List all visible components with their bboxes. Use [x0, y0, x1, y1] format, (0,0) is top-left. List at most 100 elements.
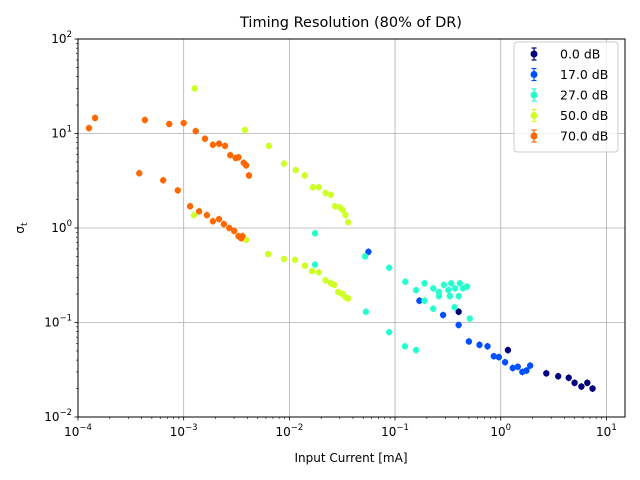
- x-tick-label: 100: [490, 423, 511, 439]
- y-axis-label-subscript: t: [20, 222, 30, 226]
- data-point: [221, 142, 229, 150]
- data-point: [412, 346, 420, 354]
- series-70-0-db: [85, 114, 253, 242]
- data-point: [141, 116, 149, 124]
- legend-item: 27.0 dB: [530, 88, 608, 103]
- data-point: [230, 227, 238, 235]
- data-point: [209, 141, 217, 148]
- data-point: [455, 292, 462, 300]
- data-point: [327, 191, 335, 198]
- data-point: [421, 280, 428, 287]
- data-point: [331, 281, 338, 289]
- y-axis-label-main: σ: [13, 226, 27, 234]
- tick-base: 10: [51, 221, 66, 235]
- data-point: [578, 383, 585, 390]
- data-point: [235, 154, 242, 161]
- data-point: [430, 285, 437, 292]
- legend: 0.0 dB 17.0 dB 27.0 dB 50.0 dB 70.0 dB: [513, 41, 619, 153]
- y-tick-label: 100: [51, 219, 72, 235]
- tick-base: 10: [275, 425, 290, 439]
- data-point: [365, 248, 372, 255]
- data-point: [555, 373, 562, 380]
- data-point: [311, 261, 319, 268]
- y-tick-label: 10−1: [44, 314, 72, 330]
- data-point: [385, 328, 393, 336]
- data-point: [421, 297, 428, 304]
- x-tick-label: 10−2: [275, 423, 303, 439]
- data-points: [85, 84, 596, 393]
- data-point: [191, 85, 198, 92]
- data-point: [315, 184, 323, 191]
- data-point: [215, 140, 223, 147]
- data-point: [446, 292, 454, 300]
- tick-base: 10: [51, 32, 66, 46]
- data-point: [180, 119, 187, 127]
- legend-label: 70.0 dB: [560, 129, 608, 144]
- tick-exponent: −2: [59, 408, 72, 418]
- data-point: [309, 184, 317, 191]
- tick-exponent: −1: [396, 423, 409, 433]
- data-point: [91, 114, 99, 122]
- legend-label: 27.0 dB: [560, 88, 608, 103]
- data-point: [523, 367, 530, 374]
- y-tick-label: 101: [51, 125, 72, 141]
- legend-item: 17.0 dB: [530, 67, 608, 82]
- data-point: [565, 374, 572, 381]
- data-point: [589, 385, 596, 392]
- data-point: [445, 286, 452, 294]
- data-point: [166, 120, 173, 128]
- data-point: [361, 253, 369, 260]
- data-point: [430, 305, 437, 312]
- data-point: [292, 166, 299, 174]
- tick-exponent: −1: [59, 314, 72, 324]
- legend-marker-icon: [530, 50, 538, 58]
- data-point: [501, 359, 509, 366]
- legend-label: 50.0 dB: [560, 108, 608, 123]
- data-point: [195, 208, 203, 215]
- data-point: [331, 203, 339, 210]
- y-tick-label: 102: [51, 30, 72, 46]
- data-point: [484, 343, 491, 350]
- data-point: [342, 211, 349, 219]
- legend-marker-icon: [530, 132, 538, 140]
- data-point: [584, 379, 591, 387]
- data-point: [226, 224, 233, 232]
- data-point: [526, 362, 534, 369]
- data-point: [215, 215, 223, 223]
- data-point: [301, 262, 308, 269]
- data-point: [451, 304, 458, 311]
- legend-marker-icon: [530, 71, 538, 78]
- legend-item: 0.0 dB: [530, 47, 600, 62]
- data-point: [476, 341, 483, 349]
- legend-marker-icon: [530, 91, 538, 99]
- data-point: [85, 124, 93, 132]
- data-point: [456, 280, 463, 287]
- series-17-0-db: [365, 248, 534, 376]
- data-point: [220, 220, 228, 228]
- data-point: [451, 285, 459, 292]
- series-27-0-db: [311, 229, 474, 354]
- data-point: [440, 281, 448, 289]
- data-point: [466, 315, 474, 322]
- data-point: [201, 135, 209, 142]
- data-point: [190, 211, 198, 219]
- data-point: [465, 338, 473, 345]
- data-point: [490, 352, 497, 360]
- data-point: [455, 308, 462, 315]
- series-0-0-db: [455, 308, 596, 393]
- data-point: [401, 343, 409, 350]
- data-point: [435, 292, 443, 300]
- data-point: [241, 126, 249, 134]
- tick-exponent: 1: [67, 125, 72, 135]
- data-point: [463, 283, 471, 290]
- data-point: [136, 170, 143, 177]
- data-point: [362, 308, 370, 315]
- data-point: [402, 278, 409, 285]
- legend-item: 70.0 dB: [530, 129, 608, 144]
- data-point: [209, 218, 217, 225]
- data-point: [339, 206, 346, 214]
- data-point: [322, 277, 329, 284]
- tick-base: 10: [51, 127, 66, 141]
- legend-label: 0.0 dB: [560, 47, 600, 62]
